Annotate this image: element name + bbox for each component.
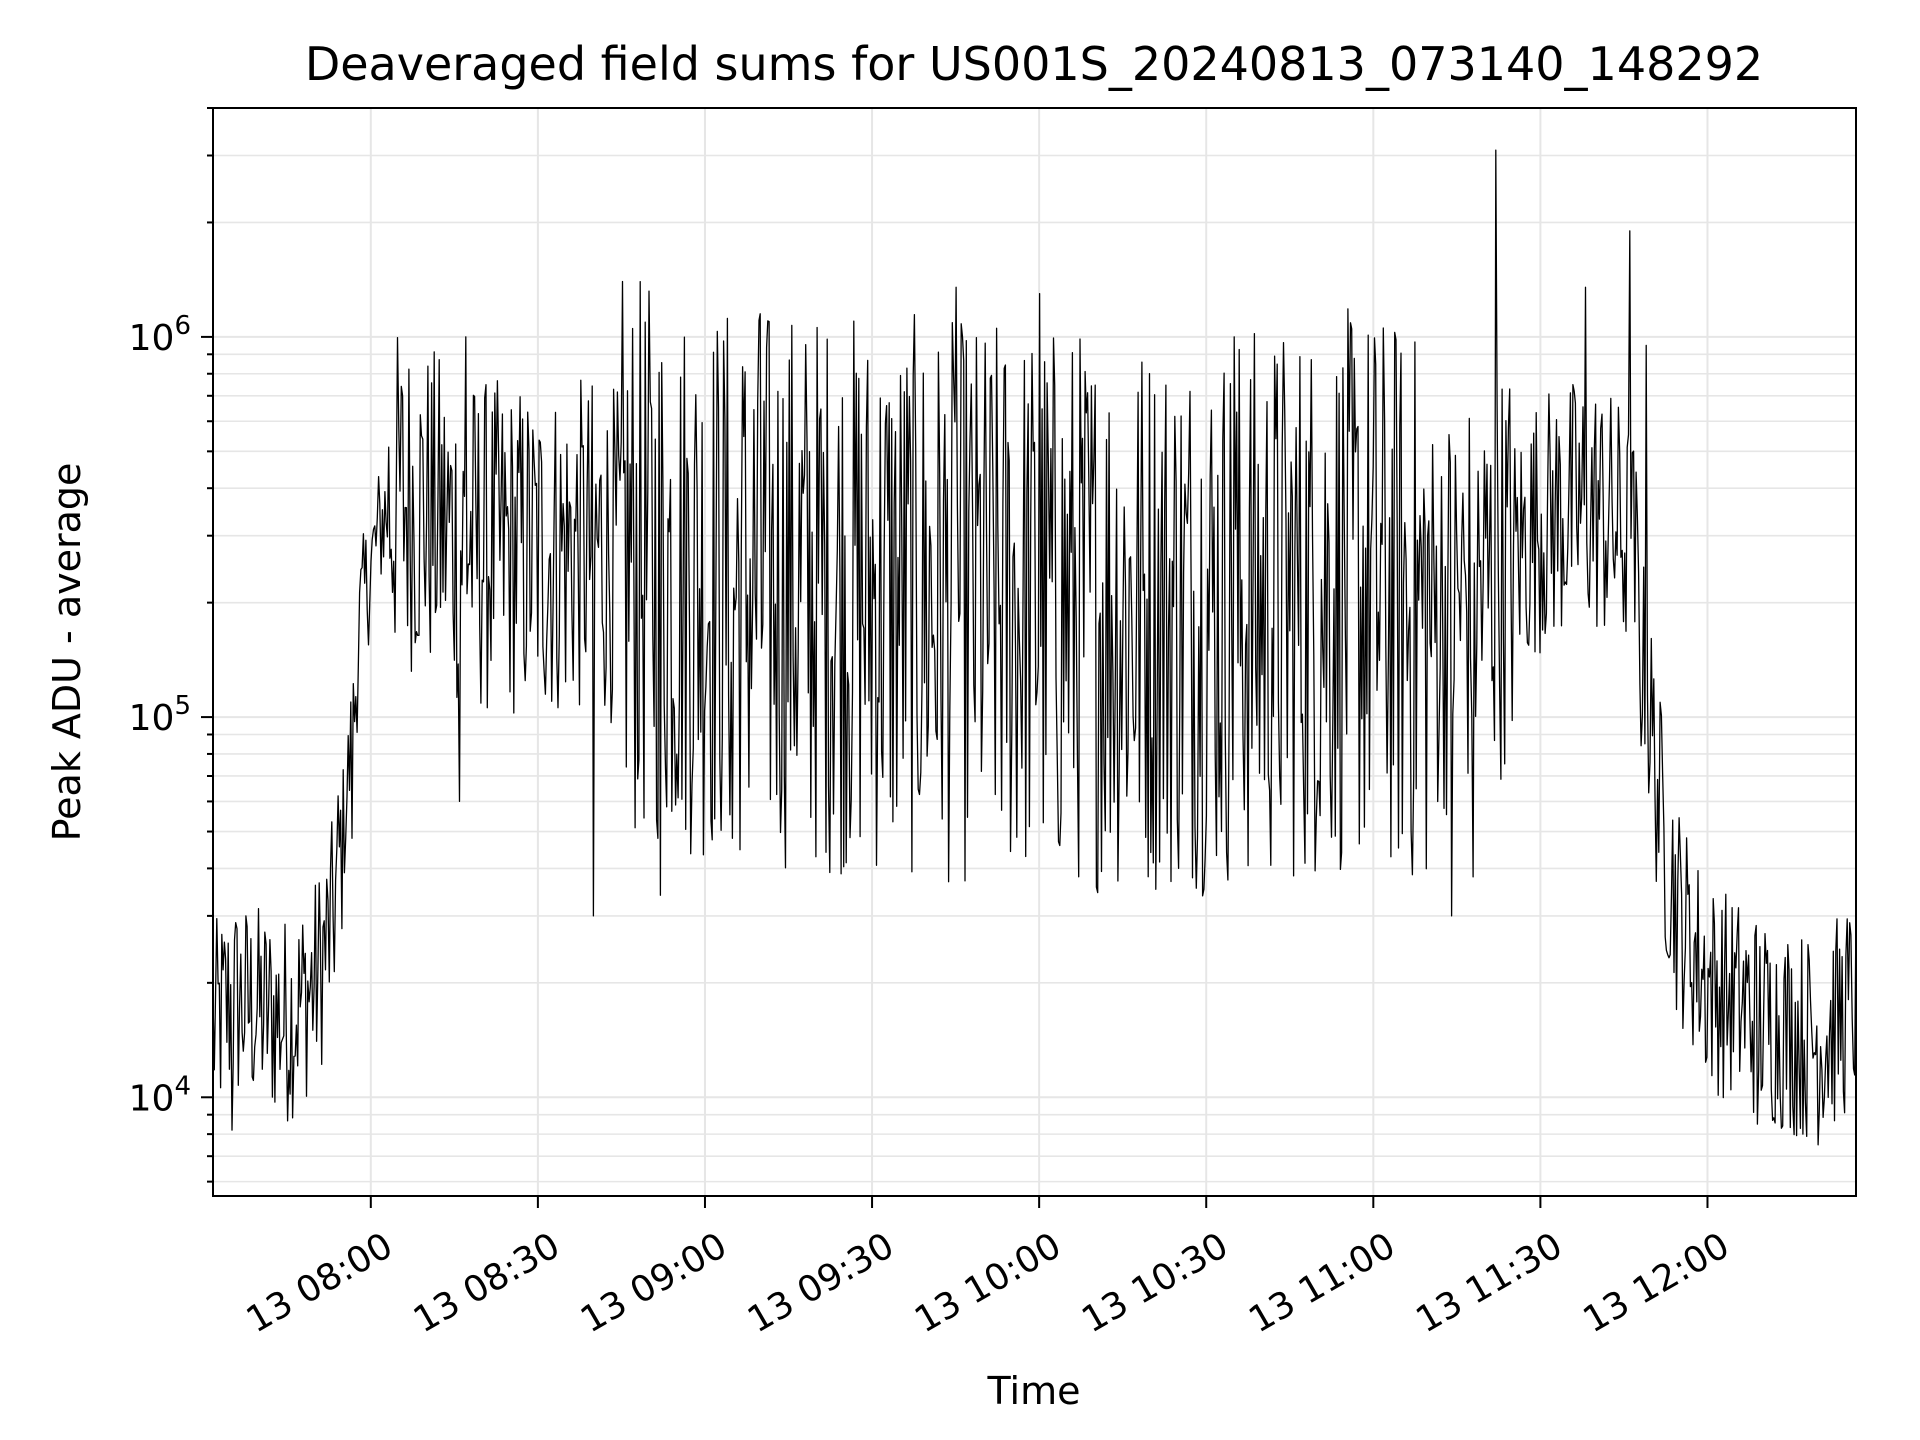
x-tick-label: 13 09:30 [741, 1225, 901, 1341]
x-axis-label: Time [987, 1369, 1081, 1413]
x-axis: 13 08:00 13 08:30 13 09:00 13 09:30 13 10:00… [240, 1196, 1736, 1341]
grid [213, 107, 1856, 1196]
x-tick-label: 13 11:00 [1242, 1225, 1402, 1341]
chart-title: Deaveraged field sums for US001S_2024081… [305, 37, 1763, 91]
y-axis-label: Peak ADU - average [45, 463, 89, 842]
series-polyline [212, 149, 1857, 1146]
plot-frame [212, 107, 1857, 1197]
y-tick-label: 106 [129, 311, 191, 359]
x-tick-label: 13 09:00 [574, 1225, 734, 1341]
x-tick-label: 13 11:30 [1409, 1225, 1569, 1341]
x-tick-label: 13 08:00 [240, 1225, 400, 1341]
y-tick-label: 104 [129, 1071, 191, 1119]
y-tick-label: 105 [129, 691, 191, 739]
series-line [212, 149, 1857, 1146]
x-tick-label: 13 12:00 [1576, 1225, 1736, 1341]
x-tick-label: 13 10:00 [908, 1225, 1068, 1341]
x-tick-label: 13 08:30 [407, 1225, 567, 1341]
y-axis: 104 105 106 [129, 107, 213, 1183]
x-tick-label: 13 10:30 [1075, 1225, 1235, 1341]
